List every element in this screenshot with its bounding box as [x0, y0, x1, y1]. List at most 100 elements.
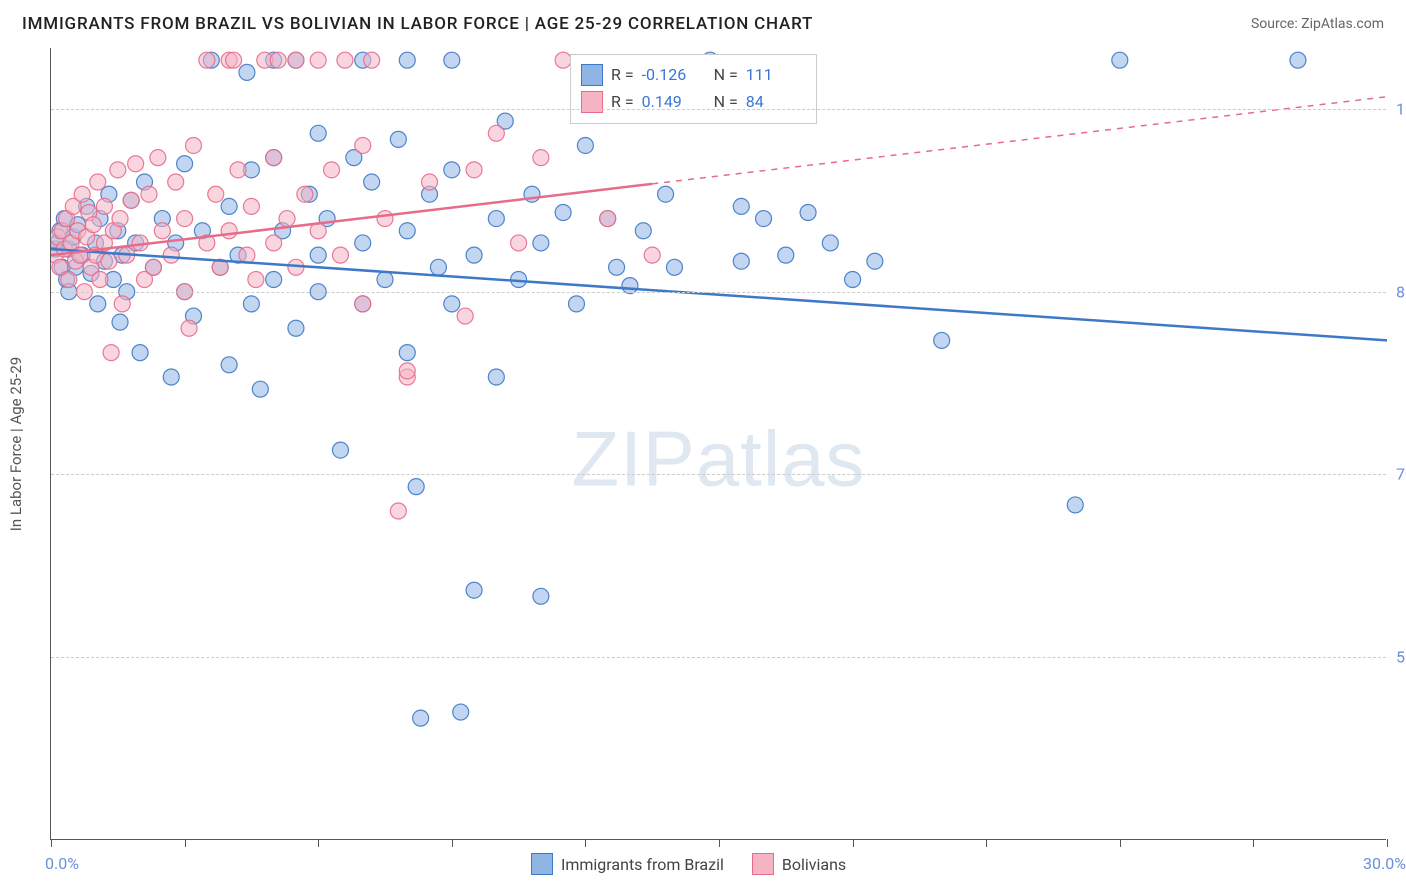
data-point — [163, 247, 179, 263]
data-point — [252, 381, 268, 397]
data-point — [112, 211, 128, 227]
legend-item: Immigrants from Brazil — [531, 853, 724, 875]
data-point — [324, 162, 340, 178]
x-tick — [318, 839, 319, 847]
data-point — [199, 52, 215, 68]
gridline — [51, 474, 1386, 475]
data-point — [266, 235, 282, 251]
data-point — [243, 296, 259, 312]
data-point — [243, 198, 259, 214]
data-point — [101, 253, 117, 269]
data-point — [332, 442, 348, 458]
data-point — [288, 320, 304, 336]
x-tick — [185, 839, 186, 847]
data-point — [934, 332, 950, 348]
data-point — [154, 223, 170, 239]
data-point — [1290, 52, 1306, 68]
r-label: R = — [611, 88, 634, 115]
legend-swatch — [752, 853, 774, 875]
r-value: 0.149 — [642, 88, 702, 115]
n-label: N = — [710, 88, 738, 115]
data-point — [466, 582, 482, 598]
data-point — [297, 186, 313, 202]
data-point — [756, 211, 772, 227]
data-point — [114, 296, 130, 312]
data-point — [103, 345, 119, 361]
data-point — [128, 156, 144, 172]
data-point — [221, 223, 237, 239]
data-point — [413, 710, 429, 726]
data-point — [186, 137, 202, 153]
data-point — [266, 272, 282, 288]
data-point — [85, 217, 101, 233]
data-point — [332, 247, 348, 263]
data-point — [145, 259, 161, 275]
x-tick — [1120, 839, 1121, 847]
data-point — [310, 52, 326, 68]
data-point — [92, 272, 108, 288]
x-tick-label: 30.0% — [1363, 854, 1406, 873]
regression-legend-box: R =-0.126 N =111R = 0.149 N = 84 — [570, 54, 817, 124]
data-point — [453, 704, 469, 720]
data-point — [266, 150, 282, 166]
x-tick — [1387, 839, 1388, 847]
data-point — [444, 296, 460, 312]
regression-row: R =-0.126 N =111 — [581, 61, 806, 88]
data-point — [658, 186, 674, 202]
data-point — [377, 272, 393, 288]
data-point — [279, 211, 295, 227]
data-point — [533, 588, 549, 604]
data-point — [399, 223, 415, 239]
data-point — [466, 162, 482, 178]
data-point — [123, 192, 139, 208]
chart-area: ZIPatlas In Labor Force | Age 25-29 R =-… — [50, 48, 1386, 840]
data-point — [488, 211, 504, 227]
data-point — [399, 52, 415, 68]
data-point — [208, 186, 224, 202]
gridline — [51, 292, 1386, 293]
legend-label: Immigrants from Brazil — [561, 855, 724, 874]
y-tick-label: 70.0% — [1388, 465, 1406, 484]
data-point — [845, 272, 861, 288]
chart-source: Source: ZipAtlas.com — [1251, 16, 1384, 32]
data-point — [457, 308, 473, 324]
series-legend: Immigrants from Brazil Bolivians — [531, 853, 846, 875]
data-point — [288, 52, 304, 68]
regression-row: R = 0.149 N = 84 — [581, 88, 806, 115]
regression-line — [51, 249, 1387, 340]
data-point — [355, 235, 371, 251]
y-axis-label: In Labor Force | Age 25-29 — [7, 356, 25, 530]
data-point — [422, 174, 438, 190]
x-tick — [853, 839, 854, 847]
data-point — [355, 296, 371, 312]
data-point — [822, 235, 838, 251]
data-point — [364, 174, 380, 190]
data-point — [168, 174, 184, 190]
data-point — [430, 259, 446, 275]
data-point — [390, 131, 406, 147]
data-point — [555, 52, 571, 68]
y-tick-label: 85.0% — [1388, 282, 1406, 301]
data-point — [364, 52, 380, 68]
data-point — [132, 345, 148, 361]
data-point — [96, 198, 112, 214]
legend-item: Bolivians — [752, 853, 846, 875]
n-value: 111 — [746, 61, 806, 88]
x-tick — [1253, 839, 1254, 847]
data-point — [74, 186, 90, 202]
header: IMMIGRANTS FROM BRAZIL VS BOLIVIAN IN LA… — [0, 0, 1406, 44]
y-tick-label: 55.0% — [1388, 648, 1406, 667]
x-tick-label: 0.0% — [45, 854, 79, 873]
x-tick — [51, 839, 52, 847]
n-value: 84 — [746, 88, 806, 115]
data-point — [239, 247, 255, 263]
data-point — [61, 272, 77, 288]
data-point — [177, 211, 193, 227]
data-point — [337, 52, 353, 68]
data-point — [226, 52, 242, 68]
data-point — [444, 52, 460, 68]
x-tick — [719, 839, 720, 847]
data-point — [90, 296, 106, 312]
data-point — [355, 137, 371, 153]
data-point — [310, 125, 326, 141]
